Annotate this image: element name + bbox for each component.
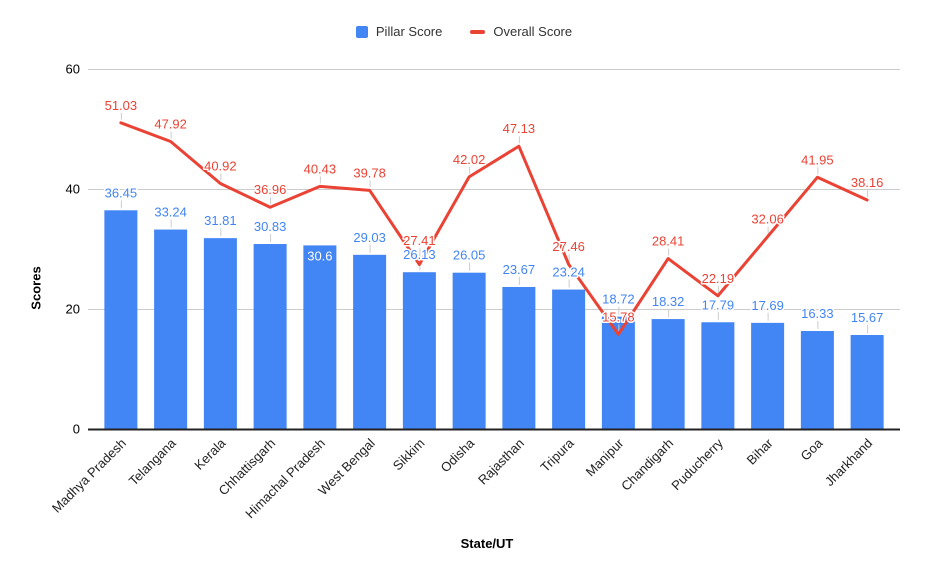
x-tick-label-bihar: Bihar bbox=[744, 435, 777, 468]
bar-value-label-puducherry: 17.79 bbox=[702, 297, 735, 312]
bar-value-label-tripura: 23.24 bbox=[552, 265, 585, 280]
bar-odisha[interactable] bbox=[452, 272, 486, 429]
line-value-label-puducherry: 22.19 bbox=[702, 271, 735, 286]
bar-value-label-kerala: 31.81 bbox=[204, 213, 237, 228]
line-value-label-himachal-pradesh: 40.43 bbox=[304, 161, 337, 176]
line-value-label-telangana: 47.92 bbox=[154, 116, 187, 131]
bar-value-label-manipur: 18.72 bbox=[602, 292, 635, 307]
overall-score-swatch-icon bbox=[470, 29, 486, 34]
bar-value-label-chhattisgarh: 30.83 bbox=[254, 219, 287, 234]
y-tick-label-20: 20 bbox=[66, 302, 80, 317]
bar-jharkhand[interactable] bbox=[850, 334, 884, 429]
bar-chandigarh[interactable] bbox=[651, 319, 685, 429]
bar-value-label-rajasthan: 23.67 bbox=[503, 262, 536, 277]
line-value-label-goa: 41.95 bbox=[801, 152, 834, 167]
x-tick-label-rajasthan: Rajasthan bbox=[475, 436, 527, 488]
line-value-label-manipur: 15.78 bbox=[602, 309, 635, 324]
line-value-label-rajasthan: 47.13 bbox=[503, 121, 536, 136]
x-tick-label-kerala: Kerala bbox=[191, 435, 229, 473]
bar-chhattisgarh[interactable] bbox=[253, 244, 287, 429]
bar-sikkim[interactable] bbox=[402, 272, 436, 429]
bar-telangana[interactable] bbox=[154, 229, 188, 429]
line-value-label-chhattisgarh: 36.96 bbox=[254, 182, 287, 197]
line-value-label-odisha: 42.02 bbox=[453, 152, 486, 167]
line-value-label-jharkhand: 38.16 bbox=[851, 175, 884, 190]
bar-value-label-goa: 16.33 bbox=[801, 306, 834, 321]
line-value-label-chandigarh: 28.41 bbox=[652, 234, 685, 249]
x-tick-label-goa: Goa bbox=[798, 435, 827, 464]
bar-value-label-madhya-pradesh: 36.45 bbox=[105, 185, 138, 200]
bar-value-label-west-bengal: 29.03 bbox=[353, 230, 386, 245]
y-tick-label-40: 40 bbox=[66, 182, 80, 197]
bar-value-label-jharkhand: 15.67 bbox=[851, 310, 884, 325]
bar-value-label-odisha: 26.05 bbox=[453, 248, 486, 263]
line-value-label-madhya-pradesh: 51.03 bbox=[105, 98, 138, 113]
line-value-label-sikkim: 27.41 bbox=[403, 233, 436, 248]
legend-item-pillar-score[interactable]: Pillar Score bbox=[355, 24, 443, 39]
legend-label-overall-score: Overall Score bbox=[493, 24, 573, 39]
bar-rajasthan[interactable] bbox=[502, 286, 536, 429]
x-tick-label-sikkim: Sikkim bbox=[390, 436, 428, 474]
bar-kerala[interactable] bbox=[203, 238, 237, 429]
x-tick-label-tripura: Tripura bbox=[537, 435, 577, 475]
bar-value-label-telangana: 33.24 bbox=[154, 205, 187, 220]
y-tick-label-0: 0 bbox=[73, 422, 80, 437]
x-tick-label-puducherry: Puducherry bbox=[668, 435, 726, 493]
legend-item-overall-score[interactable]: Overall Score bbox=[470, 24, 572, 39]
x-tick-label-jharkhand: Jharkhand bbox=[822, 436, 876, 490]
x-tick-label-manipur: Manipur bbox=[583, 435, 627, 479]
bar-value-label-himachal-pradesh: 30.6 bbox=[307, 248, 332, 263]
x-tick-label-madhya-pradesh: Madhya Pradesh bbox=[49, 436, 129, 516]
line-value-label-kerala: 40.92 bbox=[204, 158, 237, 173]
line-value-label-tripura: 27.46 bbox=[552, 239, 585, 254]
bar-goa[interactable] bbox=[800, 331, 834, 429]
legend-label-pillar-score: Pillar Score bbox=[375, 24, 443, 39]
bar-puducherry[interactable] bbox=[701, 322, 735, 429]
pillar-score-swatch-icon bbox=[355, 25, 368, 38]
overall-score-line[interactable] bbox=[119, 121, 869, 336]
bar-west-bengal[interactable] bbox=[353, 254, 387, 429]
bar-himachal-pradesh[interactable] bbox=[303, 245, 337, 429]
x-axis-title: State/UT bbox=[460, 536, 514, 551]
bar-value-label-sikkim: 26.13 bbox=[403, 247, 436, 262]
bar-bihar[interactable] bbox=[751, 322, 785, 429]
line-value-label-bihar: 32.06 bbox=[751, 212, 784, 227]
x-tick-label-chandigarh: Chandigarh bbox=[618, 436, 676, 494]
line-value-label-west-bengal: 39.78 bbox=[353, 165, 386, 180]
bar-madhya-pradesh[interactable] bbox=[104, 210, 138, 429]
bar-tripura[interactable] bbox=[552, 289, 586, 429]
x-tick-label-telangana: Telangana bbox=[126, 435, 180, 489]
bar-value-label-chandigarh: 18.32 bbox=[652, 294, 685, 309]
x-tick-label-odisha: Odisha bbox=[438, 435, 478, 475]
chart-legend: Pillar Score Overall Score bbox=[0, 24, 928, 39]
y-tick-label-60: 60 bbox=[66, 62, 80, 77]
bar-value-label-bihar: 17.69 bbox=[751, 298, 784, 313]
